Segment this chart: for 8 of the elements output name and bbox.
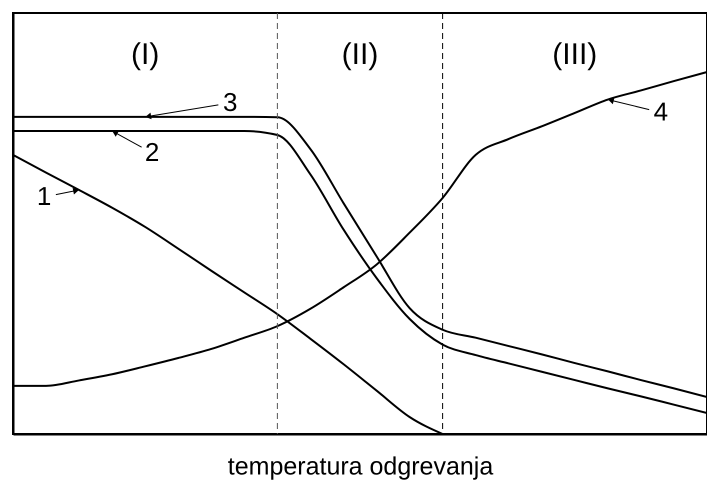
annotation: 3 <box>222 86 238 117</box>
text: (III) <box>552 38 598 71</box>
annotation: 2 <box>144 137 160 168</box>
annotation: 1 <box>36 181 52 212</box>
x-axis-title: temperatura odgrevanja <box>228 452 494 480</box>
text: (I) <box>131 38 160 71</box>
annotation: 4 <box>654 96 668 127</box>
text: (II) <box>342 38 378 71</box>
